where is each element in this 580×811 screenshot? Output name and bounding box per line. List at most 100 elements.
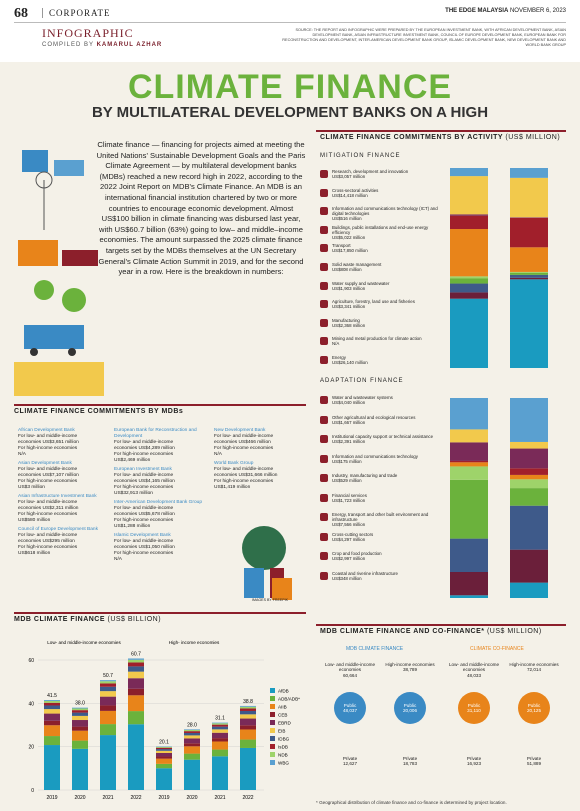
bar-total: 38.0 [75, 701, 85, 707]
bar-segment [156, 747, 172, 750]
y-tick: 0 [31, 788, 34, 794]
bar-segment [128, 711, 144, 725]
bar-segment [184, 729, 200, 730]
bar-segment [212, 722, 228, 724]
activity-icon [320, 337, 328, 346]
mdbs-heading: CLIMATE FINANCE COMMITMENTS BY MDBs [14, 408, 184, 415]
activity-item: Financial services US$1,723 million [332, 492, 367, 503]
bar-segment [212, 724, 228, 727]
bar-segment [44, 702, 60, 706]
activity-item: Information and communications technolog… [332, 206, 438, 222]
mdb-entry: European Investment Bank For low- and mid… [114, 467, 175, 496]
activity-icon [320, 207, 328, 216]
activity-icon [320, 396, 328, 404]
bar-segment [184, 738, 200, 744]
activity-segment [450, 462, 488, 467]
bar-total: 38.8 [243, 699, 253, 705]
bar-segment [240, 729, 256, 740]
x-tick: 2022 [242, 795, 253, 801]
activity-item: Industry, manufacturing and trade US$529 … [332, 473, 398, 483]
bar-segment [100, 735, 116, 790]
activity-segment [510, 277, 548, 280]
activity-icon [320, 188, 328, 197]
bar-segment [128, 724, 144, 790]
bar-segment [212, 741, 228, 750]
activity-item: Agriculture, forestry, land use and fish… [332, 299, 415, 310]
activity-icon [320, 454, 328, 463]
bar-segment [240, 739, 256, 748]
activity-segment [510, 271, 548, 273]
bar-total: 28.0 [187, 722, 197, 728]
activity-segment [450, 168, 488, 177]
group-label: Low- and middle-income economies [47, 640, 121, 645]
bar-segment [212, 738, 228, 742]
cofin-total: Low- and middle-income economies 48,033 [448, 662, 500, 678]
activity-icon [320, 281, 328, 290]
activity-item: Research, development and innovation US$3… [332, 169, 409, 179]
activity-item: Institutional capacity support or techni… [332, 434, 434, 444]
footnote: * Geographical distribution of climate f… [316, 800, 507, 805]
activity-segment [450, 538, 488, 573]
bar-segment [184, 759, 200, 790]
mdb-list: African Development Bank For low- and mid… [14, 418, 306, 608]
mdb-entry: New Development Bank For low- and middle-… [214, 428, 274, 457]
bar-segment [72, 712, 88, 716]
mdb-climate-finance-chart: 0 20 40 60 41.5 2019 38.0 2020 50.7 2021 60.7 2022 2… [28, 640, 300, 801]
activity-item: Crop and food production US$2,997 million [332, 551, 382, 561]
activity-segment [450, 429, 488, 443]
activity-segment [510, 474, 548, 480]
activity-bars [450, 168, 548, 598]
public-circle: Public 20,125 [518, 692, 550, 724]
legend-label: EIB [278, 729, 285, 734]
legend-swatch [270, 744, 275, 749]
bar-total: 41.5 [47, 693, 57, 699]
mdb-entry: Council of Europe Development Bank For lo… [18, 527, 98, 556]
activity-icon [320, 300, 328, 309]
private-value: Private 12,627 [342, 756, 358, 767]
activity-item: Manufacturing US$2,368 million [332, 317, 366, 328]
activity-segment [450, 298, 488, 368]
bar-segment [240, 718, 256, 726]
legend-swatch [270, 712, 275, 717]
activity-segment [450, 276, 488, 279]
activity-item: Cross-cutting sectors US$4,297 million [332, 531, 374, 542]
activity-segment [510, 247, 548, 272]
legend-swatch [270, 720, 275, 725]
public-circle: Public 48,037 [334, 692, 366, 724]
x-tick: 2021 [102, 795, 113, 801]
bar-segment [212, 749, 228, 757]
legend-label: IsDB [278, 745, 288, 750]
group-label: High- income economies [169, 640, 220, 645]
bar-segment [100, 686, 116, 692]
x-tick: 2019 [46, 795, 57, 801]
activity-segment [450, 460, 488, 463]
legend-label: WBG [278, 761, 289, 766]
x-tick: 2021 [214, 795, 225, 801]
activity-segment [450, 278, 488, 284]
activity-segment [510, 272, 548, 275]
activity-segment [510, 217, 548, 248]
bar-segment [100, 710, 116, 725]
activity-icon [320, 244, 328, 253]
bar-segment [212, 756, 228, 790]
mitigation-label: MITIGATION FINANCE [320, 153, 401, 159]
bar-segment [44, 700, 60, 701]
bar-segment [156, 768, 172, 790]
activity-icon [320, 435, 328, 443]
bar-segment [72, 730, 88, 741]
bar-segment [72, 740, 88, 749]
activity-segment [510, 177, 548, 218]
activity-item: Coastal and riverine infrastructure US$34… [332, 570, 398, 581]
x-tick: 2020 [186, 795, 197, 801]
bar-segment [156, 758, 172, 764]
activity-icon [320, 263, 328, 271]
activity-heading: CLIMATE FINANCE COMMITMENTS BY ACTIVITY … [320, 134, 561, 141]
activity-icon [320, 356, 328, 364]
bar-segment [240, 705, 256, 707]
header: 68 CORPORATE THE EDGE MALAYSIA NOVEMBER … [0, 0, 580, 62]
y-tick: 40 [28, 701, 34, 707]
bar-segment [128, 678, 144, 689]
bar-segment [44, 745, 60, 790]
bar-segment [72, 715, 88, 721]
mdb-entry: Asian Infrastructure Investment Bank For … [18, 494, 97, 523]
